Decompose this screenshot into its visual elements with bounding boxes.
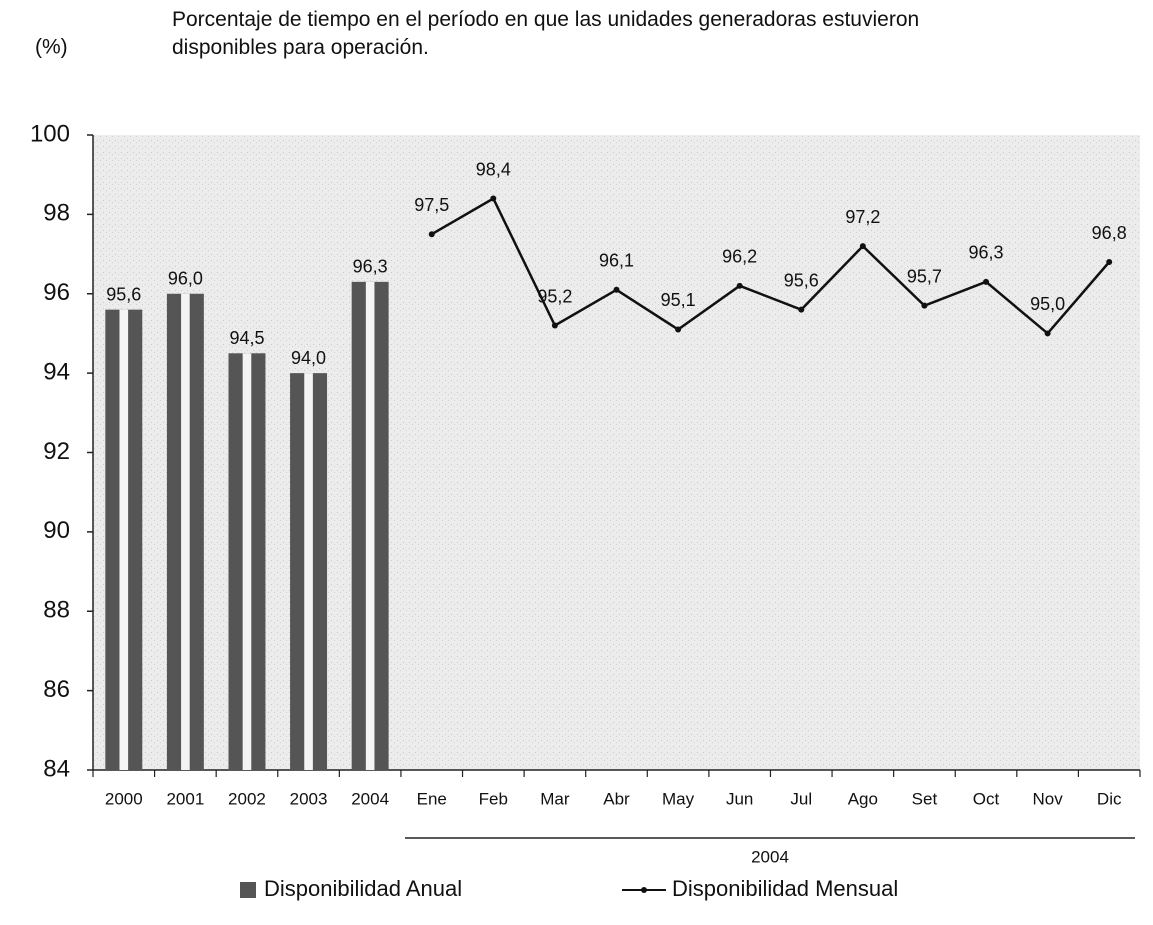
line-point bbox=[1044, 330, 1051, 337]
legend-point bbox=[641, 887, 647, 893]
x-tick-label: Abr bbox=[603, 789, 630, 808]
line-point bbox=[1106, 259, 1113, 265]
line-point bbox=[428, 231, 435, 238]
data-label: 94,5 bbox=[229, 328, 264, 348]
data-label: 96,8 bbox=[1092, 223, 1127, 243]
x-tick-label: Dic bbox=[1097, 789, 1122, 808]
x-tick-label: Mar bbox=[540, 789, 570, 808]
data-label: 96,2 bbox=[722, 247, 757, 267]
data-label: 96,1 bbox=[599, 251, 634, 271]
data-label: 95,2 bbox=[537, 286, 572, 306]
bar-gap bbox=[242, 353, 252, 770]
bar-gap bbox=[304, 373, 313, 770]
plot-area bbox=[93, 135, 1140, 770]
x-tick-label: May bbox=[662, 789, 695, 808]
line-point bbox=[921, 302, 928, 309]
y-tick-label: 96 bbox=[43, 279, 70, 306]
data-label: 96,3 bbox=[969, 243, 1004, 263]
x-tick-label: Jun bbox=[726, 789, 753, 808]
y-tick-label: 86 bbox=[43, 676, 70, 703]
data-label: 97,5 bbox=[414, 195, 449, 215]
bar-gap bbox=[181, 293, 190, 770]
data-label: 96,3 bbox=[353, 257, 388, 277]
line-point bbox=[736, 282, 743, 289]
x-tick-label: Ago bbox=[848, 789, 878, 808]
chart-title: Porcentaje de tiempo en el período en qu… bbox=[172, 8, 920, 59]
x-tick-label: 2000 bbox=[105, 789, 143, 808]
line-point bbox=[983, 278, 990, 285]
y-axis-label: (%) bbox=[35, 36, 68, 59]
line-point bbox=[490, 195, 497, 202]
x-tick-label: Set bbox=[912, 789, 938, 808]
x-tick-label: Ene bbox=[417, 789, 447, 808]
y-tick-label: 84 bbox=[43, 755, 70, 782]
y-tick-label: 90 bbox=[43, 517, 70, 544]
data-label: 94,0 bbox=[291, 348, 326, 368]
line bbox=[431, 196, 1111, 336]
data-label: 95,0 bbox=[1030, 294, 1065, 314]
x-tick-label: 2004 bbox=[351, 789, 389, 808]
data-label: 96,0 bbox=[168, 269, 203, 289]
line-point bbox=[859, 243, 866, 250]
bar-gap bbox=[119, 309, 129, 770]
data-label: 95,7 bbox=[907, 266, 942, 286]
x-tick-label: 2001 bbox=[166, 789, 204, 808]
data-label: 98,4 bbox=[476, 159, 511, 179]
line-point bbox=[551, 322, 558, 329]
legend-label: Disponibilidad Anual bbox=[264, 876, 462, 901]
y-tick-label: 94 bbox=[43, 358, 70, 385]
line-point bbox=[798, 306, 805, 313]
data-label: 95,1 bbox=[661, 290, 696, 310]
y-tick-label: 98 bbox=[43, 200, 70, 227]
data-label: 97,2 bbox=[845, 207, 880, 227]
y-tick-label: 88 bbox=[43, 597, 70, 624]
line-point bbox=[613, 286, 620, 293]
legend-label: Disponibilidad Mensual bbox=[672, 876, 898, 901]
y-tick-label: 100 bbox=[30, 120, 70, 147]
group-label: 2004 bbox=[751, 847, 789, 866]
data-label: 95,6 bbox=[106, 284, 141, 304]
x-tick-label: 2003 bbox=[290, 789, 328, 808]
x-tick-label: Jul bbox=[790, 789, 812, 808]
legend-swatch bbox=[240, 882, 256, 898]
y-tick-label: 92 bbox=[43, 438, 70, 465]
x-tick-label: Nov bbox=[1033, 789, 1064, 808]
x-tick-label: 2002 bbox=[228, 789, 266, 808]
x-tick-label: Oct bbox=[973, 789, 1000, 808]
data-label: 95,6 bbox=[784, 270, 819, 290]
line-point bbox=[675, 326, 682, 333]
x-tick-label: Feb bbox=[479, 789, 508, 808]
bar-gap bbox=[365, 281, 375, 770]
